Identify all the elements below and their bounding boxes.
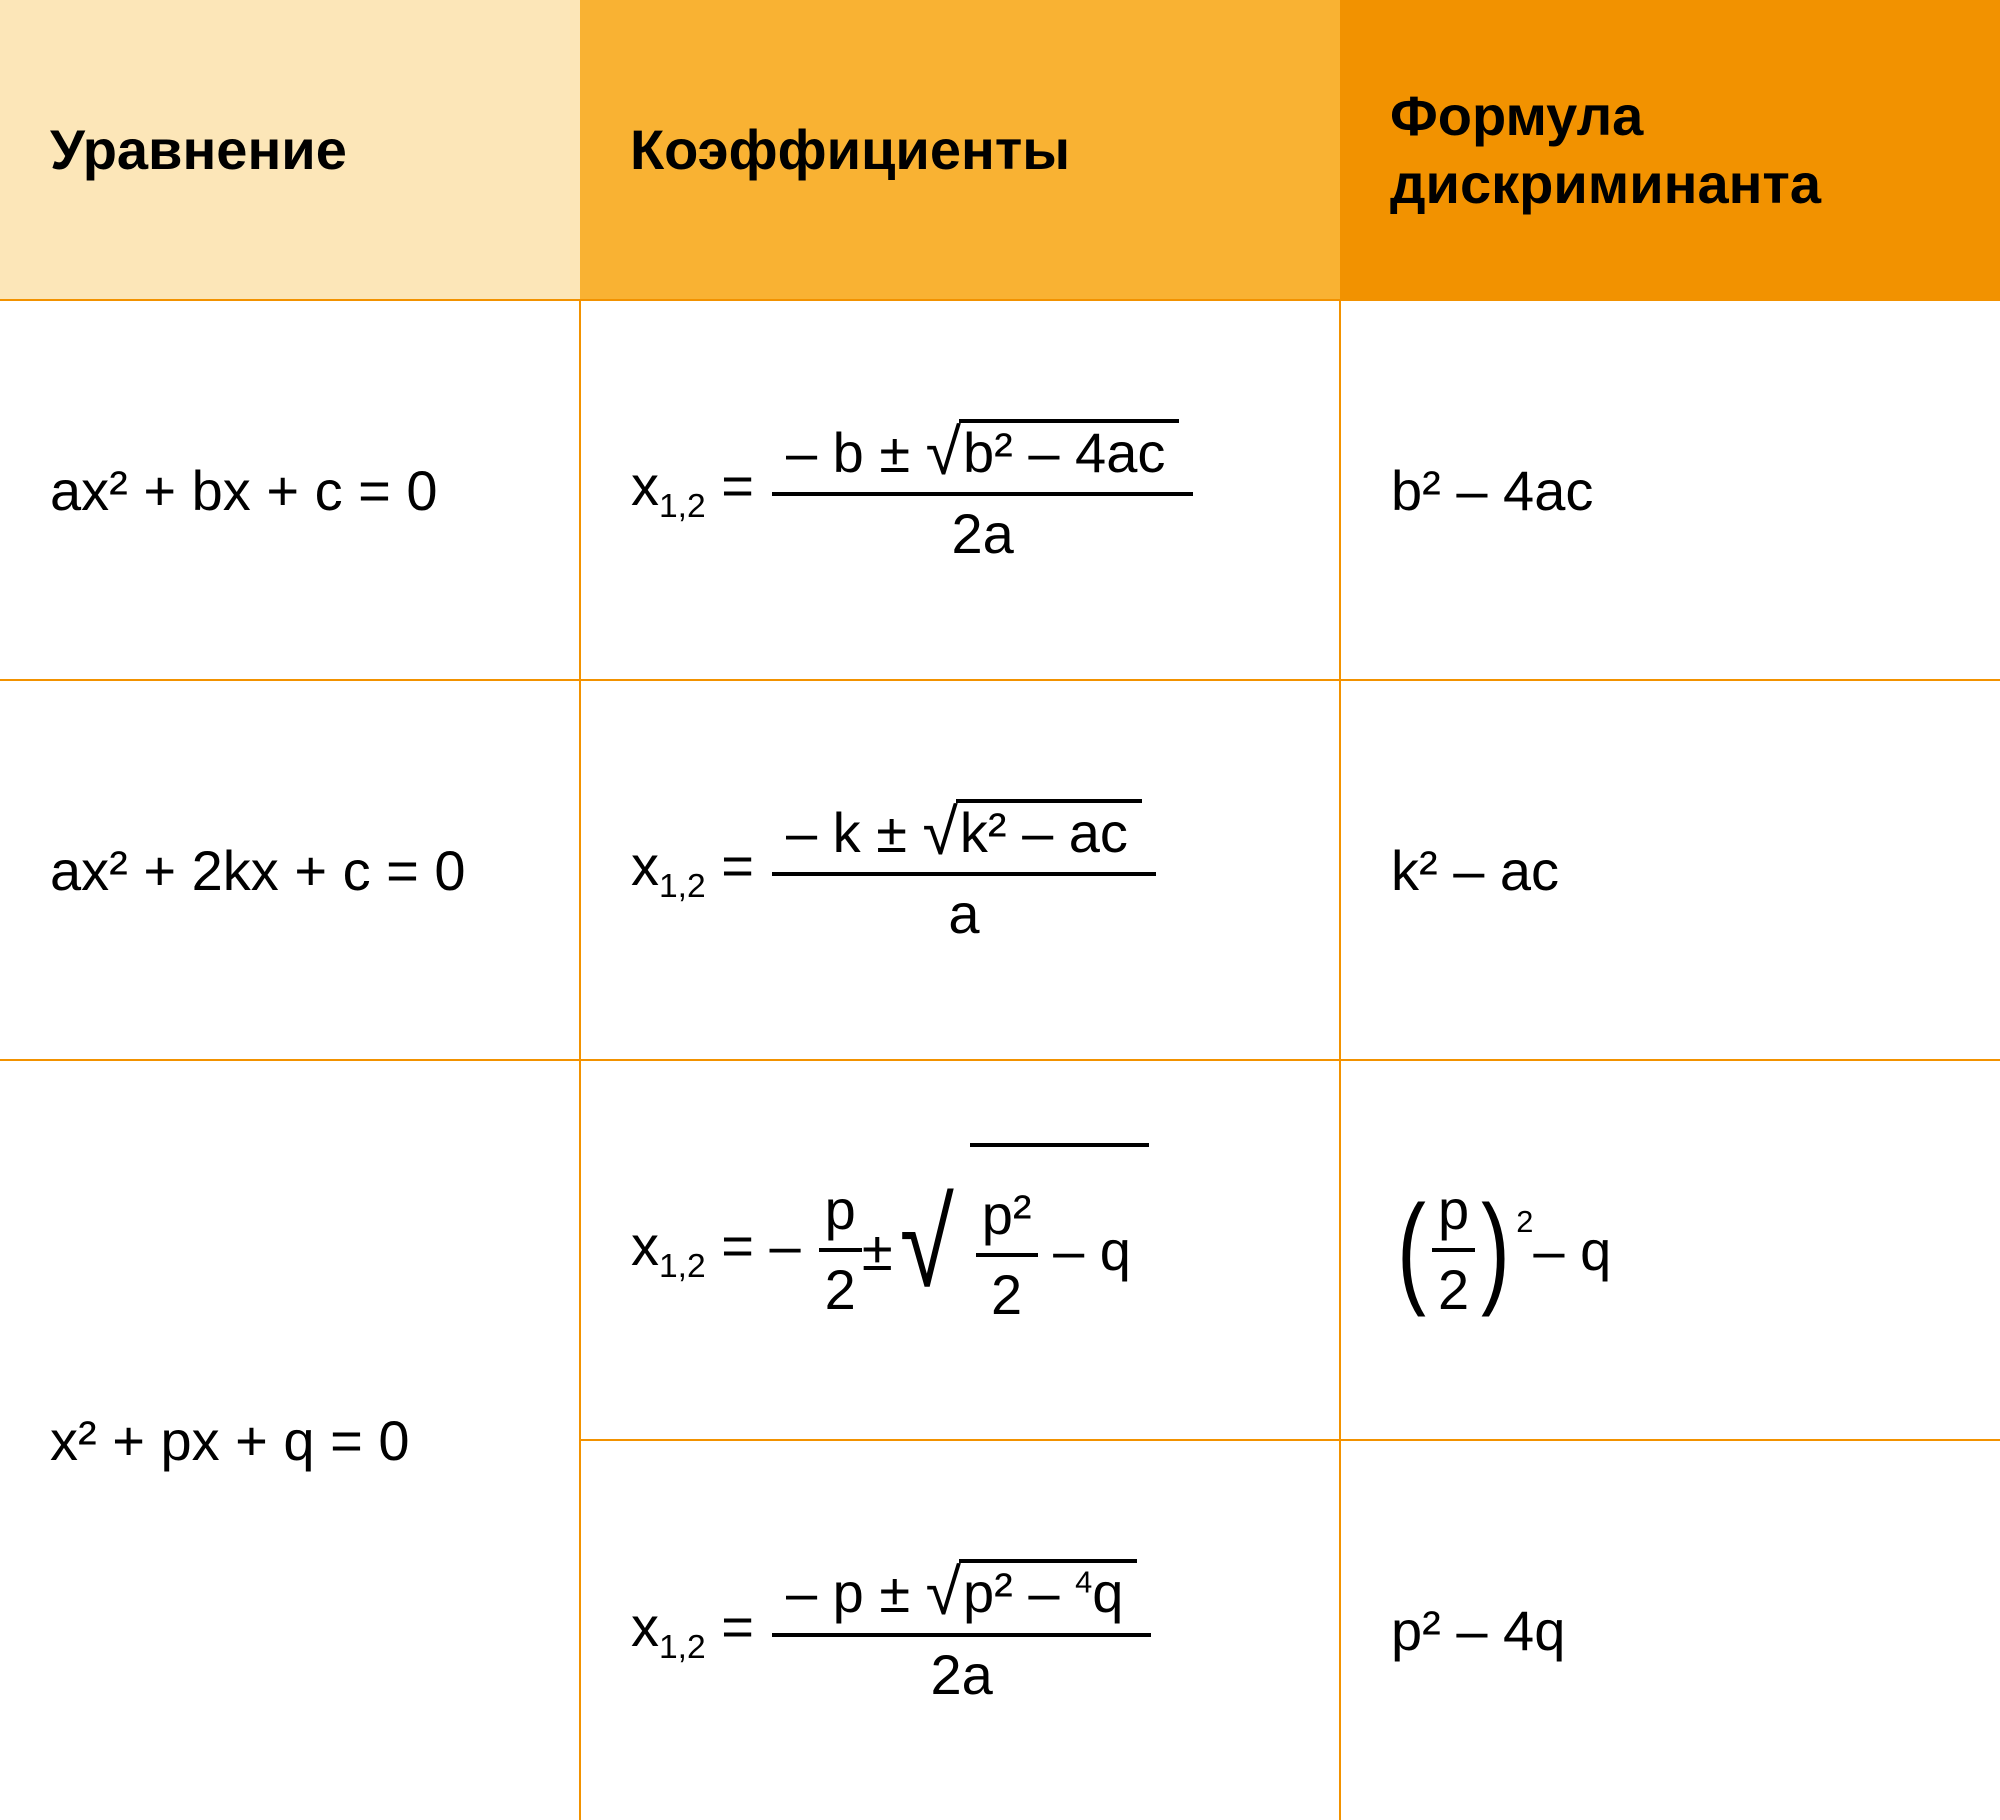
fraction-p-over-2: p 2 [1432,1178,1475,1322]
roots-lhs: x1,2 = [631,833,754,906]
equation-cell: x² + px + q = 0 [0,1060,580,1820]
roots-cell: x1,2 = – k ± √k² – ac a [580,680,1340,1060]
fraction-p-over-2: p 2 [819,1178,862,1322]
table-row: x² + px + q = 0 x1,2 = – p 2 ± √ [0,1060,2000,1440]
equation-text: ax² + bx + c = 0 [50,459,438,522]
roots-fraction: – p ± √ p² – 4q 2a [772,1554,1151,1706]
right-paren: ) [1481,1188,1510,1311]
discriminant-text: b² – 4ac [1391,459,1593,522]
col-header-equation: Уравнение [0,0,580,300]
left-paren: ( [1397,1188,1426,1311]
discriminant-cell: k² – ac [1340,680,2000,1060]
roots-fraction: – k ± √k² – ac a [772,794,1156,946]
roots-cell: x1,2 = – p ± √ p² – 4q 2a [580,1440,1340,1820]
roots-lhs: x1,2 = [631,453,754,526]
roots-cell: x1,2 = – b ± √b² – 4ac 2a [580,300,1340,680]
equation-text: ax² + 2kx + c = 0 [50,839,466,902]
discriminant-text: p² – 4q [1391,1599,1565,1662]
radical: √ p² 2 – q [893,1173,1149,1327]
radical: √ p² – 4q [926,1558,1138,1622]
radical: √k² – ac [923,798,1142,862]
discriminant-table: Уравнение Коэффициенты Формула дискримин… [0,0,2000,1820]
equation-text: x² + px + q = 0 [50,1409,410,1472]
discriminant-cell: b² – 4ac [1340,300,2000,680]
table-row: ax² + bx + c = 0 x1,2 = – b ± √b² – 4ac [0,300,2000,680]
roots-lhs: x1,2 = [631,1594,754,1667]
discriminant-cell: p² – 4q [1340,1440,2000,1820]
roots-lhs: x1,2 = – [631,1213,801,1286]
table-header-row: Уравнение Коэффициенты Формула дискримин… [0,0,2000,300]
col-header-discriminant: Формула дискриминанта [1340,0,2000,300]
equation-cell: ax² + bx + c = 0 [0,300,580,680]
table-row: ax² + 2kx + c = 0 x1,2 = – k ± √k² – ac [0,680,2000,1060]
discriminant-cell: ( p 2 ) 2 – q [1340,1060,2000,1440]
power: 2 [1516,1204,1533,1240]
discriminant-text: k² – ac [1391,839,1559,902]
radical: √b² – 4ac [926,418,1180,482]
equation-cell: ax² + 2kx + c = 0 [0,680,580,1060]
col-header-roots: Коэффициенты [580,0,1340,300]
roots-fraction: – b ± √b² – 4ac 2a [772,414,1193,566]
roots-cell: x1,2 = – p 2 ± √ p² 2 [580,1060,1340,1440]
